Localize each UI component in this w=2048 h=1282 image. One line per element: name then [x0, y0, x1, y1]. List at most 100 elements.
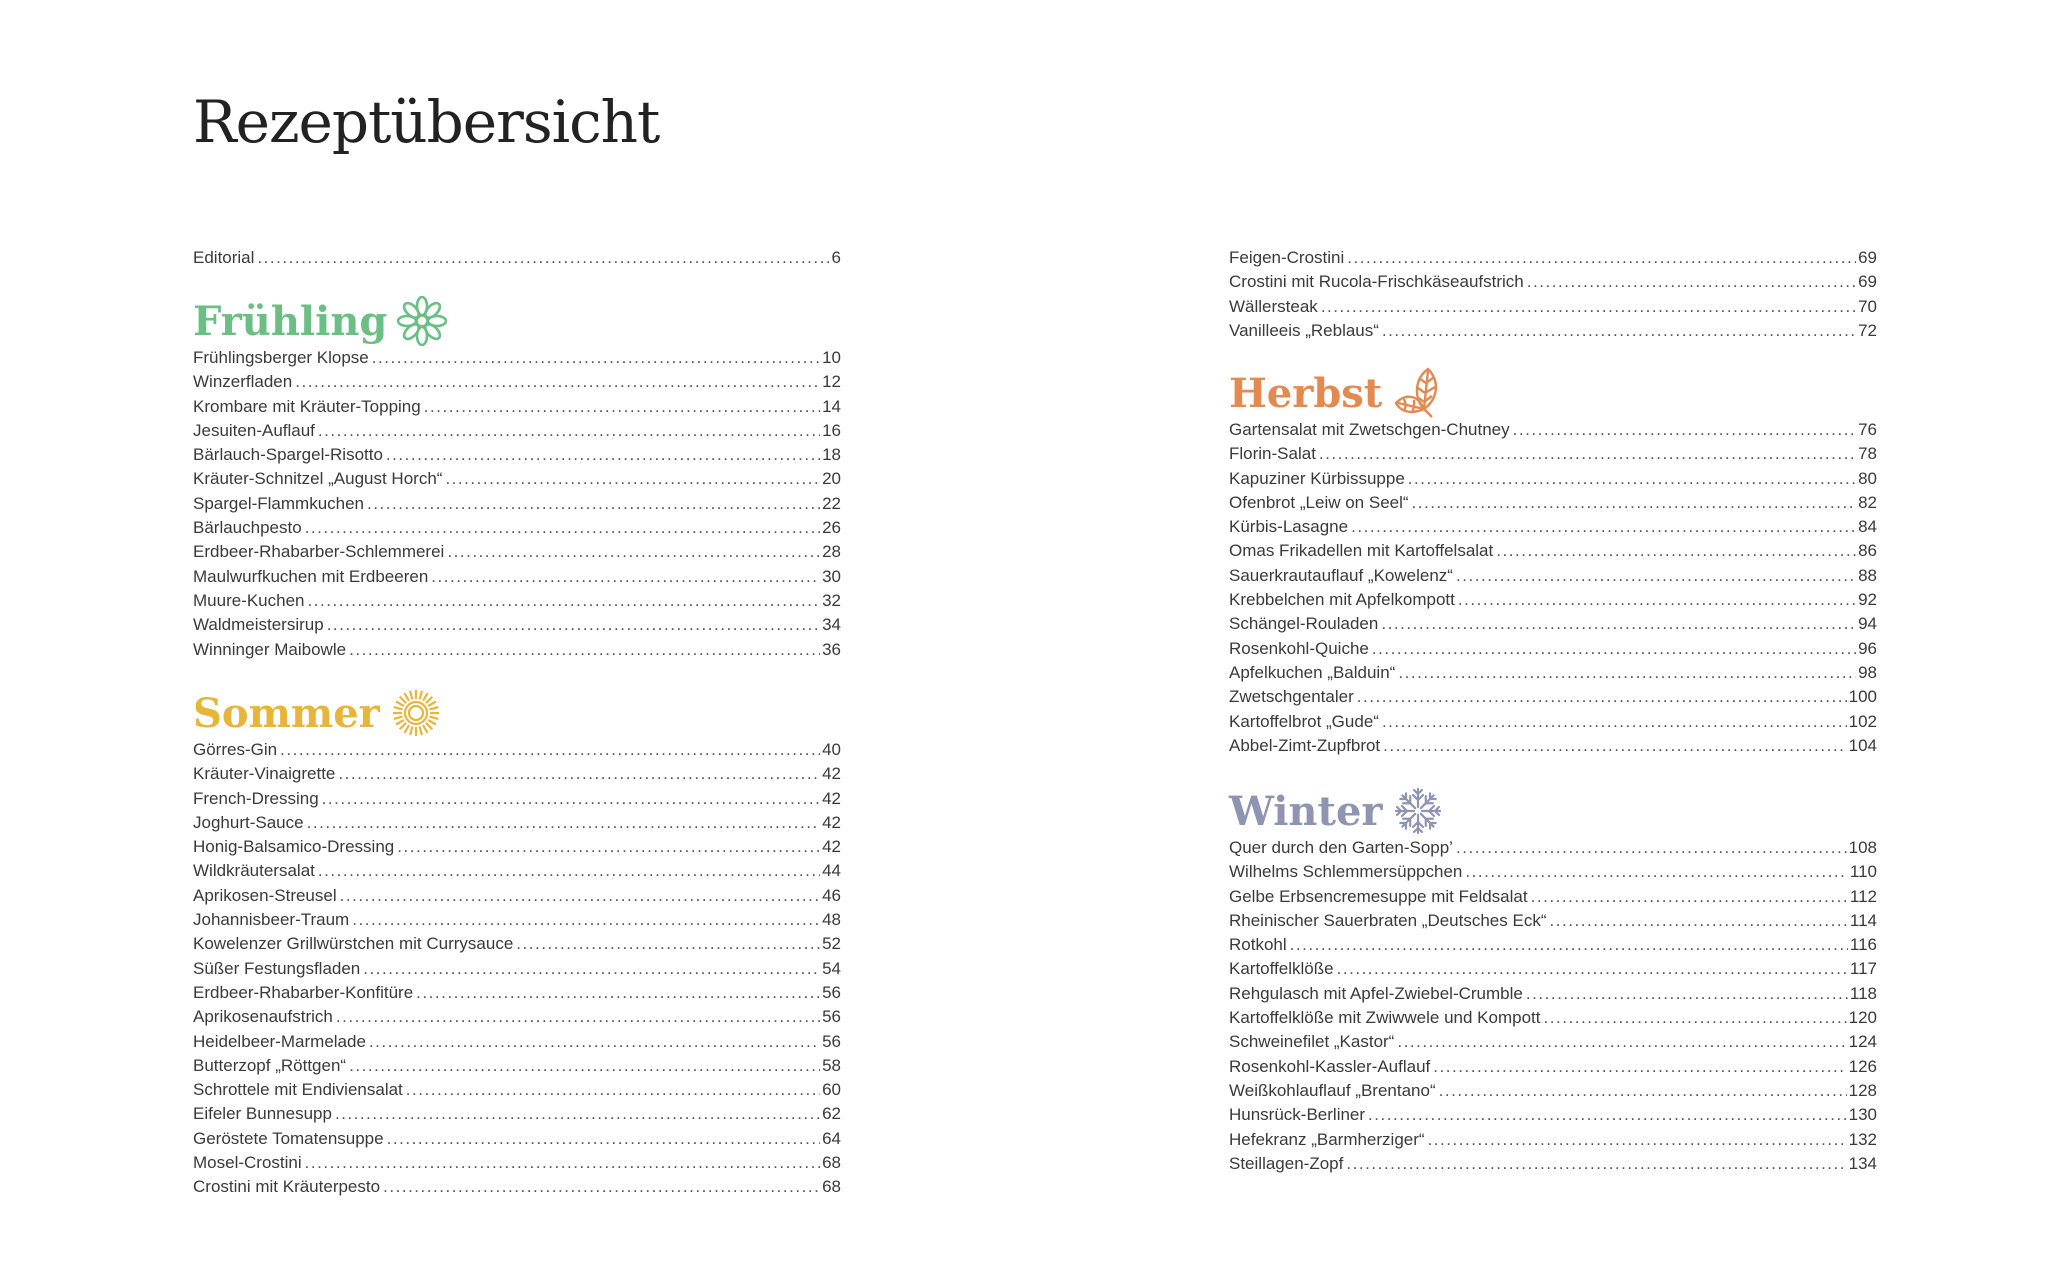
toc-entry[interactable]: Bärlauchpesto 26 [193, 516, 841, 540]
toc-entry[interactable]: Hefekranz „Barmherziger“ 132 [1229, 1128, 1877, 1152]
dot-leader [1351, 515, 1856, 539]
toc-entry[interactable]: Maulwurfkuchen mit Erdbeeren 30 [193, 565, 841, 589]
dot-leader [1456, 564, 1856, 588]
toc-entry[interactable]: Kräuter-Schnitzel „August Horch“ 20 [193, 467, 841, 491]
entry-page: 42 [822, 764, 841, 784]
toc-entry[interactable]: Rosenkohl-Quiche 96 [1229, 637, 1877, 661]
toc-entry-editorial[interactable]: Editorial 6 [193, 246, 841, 270]
dot-leader [1408, 467, 1856, 491]
toc-entry[interactable]: Winninger Maibowle 36 [193, 638, 841, 662]
toc-entry[interactable]: Frühlingsberger Klopse 10 [193, 346, 841, 370]
toc-entry[interactable]: Omas Frikadellen mit Kartoffelsalat 86 [1229, 539, 1877, 563]
toc-entry[interactable]: Kartoffelklöße 117 [1229, 957, 1877, 981]
entry-page: 88 [1858, 565, 1877, 585]
toc-entry[interactable]: Erdbeer-Rhabarber-Konfitüre 56 [193, 981, 841, 1005]
toc-entry[interactable]: Apfelkuchen „Balduin“ 98 [1229, 661, 1877, 685]
toc-entry[interactable]: Weißkohlauflauf „Brentano“ 128 [1229, 1079, 1877, 1103]
toc-entry[interactable]: Ofenbrot „Leiw on Seel“ 82 [1229, 491, 1877, 515]
toc-entry[interactable]: Aprikosen-Streusel 46 [193, 884, 841, 908]
toc-entry[interactable]: Rheinischer Sauerbraten „Deutsches Eck“ 1… [1229, 909, 1877, 933]
toc-entry[interactable]: Gelbe Erbsencremesuppe mit Feldsalat 112 [1229, 885, 1877, 909]
toc-entry[interactable]: Joghurt-Sauce 42 [193, 811, 841, 835]
toc-entry[interactable]: Wildkräutersalat 44 [193, 859, 841, 883]
toc-entry[interactable]: Vanilleeis „Reblaus“ 72 [1229, 319, 1877, 343]
toc-entry[interactable]: Schrottele mit Endiviensalat 60 [193, 1078, 841, 1102]
toc-entry[interactable]: Waldmeistersirup 34 [193, 613, 841, 637]
toc-entry[interactable]: Aprikosenaufstrich 56 [193, 1005, 841, 1029]
dot-leader [416, 981, 820, 1005]
toc-entry[interactable]: Kartoffelbrot „Gude“ 102 [1229, 710, 1877, 734]
toc-entry[interactable]: Muure-Kuchen 32 [193, 589, 841, 613]
dot-leader [1433, 1055, 1846, 1079]
toc-entry[interactable]: Florin-Salat 78 [1229, 442, 1877, 466]
dot-leader [447, 540, 820, 564]
entry-page: 72 [1858, 320, 1877, 340]
entry-page: 64 [822, 1128, 841, 1148]
toc-entry[interactable]: Geröstete Tomatensuppe 64 [193, 1127, 841, 1151]
entry-page: 134 [1848, 1153, 1877, 1173]
dot-leader [1428, 1128, 1847, 1152]
toc-entry[interactable]: Kartoffelklöße mit Zwiwwele und Kompott 1… [1229, 1006, 1877, 1030]
toc-entry[interactable]: Wällersteak 70 [1229, 295, 1877, 319]
toc-entry[interactable]: Spargel-Flammkuchen 22 [193, 492, 841, 516]
toc-entry[interactable]: Süßer Festungsfladen 54 [193, 957, 841, 981]
toc-entry[interactable]: Honig-Balsamico-Dressing 42 [193, 835, 841, 859]
toc-entry[interactable]: Butterzopf „Röttgen“ 58 [193, 1054, 841, 1078]
toc-entry[interactable]: Hunsrück-Berliner 130 [1229, 1103, 1877, 1127]
entry-name: Kartoffelklöße [1229, 959, 1334, 979]
toc-entry[interactable]: Kowelenzer Grillwürstchen mit Currysauce… [193, 932, 841, 956]
toc-entry[interactable]: Rosenkohl-Kassler-Auflauf 126 [1229, 1055, 1877, 1079]
toc-entry[interactable]: Jesuiten-Auflauf 16 [193, 419, 841, 443]
toc-entry[interactable]: Görres-Gin 40 [193, 738, 841, 762]
dot-leader [327, 613, 820, 637]
toc-entry[interactable]: Crostini mit Rucola-Frischkäseaufstrich 6… [1229, 270, 1877, 294]
toc-entry[interactable]: Feigen-Crostini 69 [1229, 246, 1877, 270]
toc-entry[interactable]: Johannisbeer-Traum 48 [193, 908, 841, 932]
entry-page: 42 [822, 788, 841, 808]
toc-entry[interactable]: Quer durch den Garten-Sopp’ 108 [1229, 836, 1877, 860]
toc-entry[interactable]: Rotkohl 116 [1229, 933, 1877, 957]
entry-page: 117 [1849, 959, 1877, 979]
toc-entry[interactable]: Zwetschgentaler 100 [1229, 685, 1877, 709]
entry-page: 54 [822, 958, 841, 978]
dot-leader [1382, 319, 1856, 343]
entry-page: 10 [822, 348, 841, 367]
dot-leader [1372, 637, 1856, 661]
toc-entry[interactable]: Sauerkrautauflauf „Kowelenz“ 88 [1229, 564, 1877, 588]
toc-entry[interactable]: Schängel-Rouladen 94 [1229, 612, 1877, 636]
toc-entry[interactable]: Erdbeer-Rhabarber-Schlemmerei 28 [193, 540, 841, 564]
entry-page: 56 [822, 1031, 841, 1051]
toc-entry[interactable]: Rehgulasch mit Apfel-Zwiebel-Crumble 118 [1229, 982, 1877, 1006]
entry-page: 6 [831, 248, 841, 267]
entry-page: 132 [1848, 1129, 1877, 1149]
toc-entry[interactable]: Wilhelms Schlemmersüppchen 110 [1229, 860, 1877, 884]
toc-entry[interactable]: Schweinefilet „Kastor“ 124 [1229, 1030, 1877, 1054]
toc-entry[interactable]: Crostini mit Kräuterpesto 68 [193, 1175, 841, 1199]
dot-leader [1531, 885, 1848, 909]
entry-page: 48 [822, 910, 841, 930]
dot-leader [1527, 270, 1856, 294]
entry-page: 92 [1858, 590, 1877, 610]
entry-page: 68 [822, 1153, 841, 1173]
toc-entry[interactable]: Heidelbeer-Marmelade 56 [193, 1030, 841, 1054]
entry-name: Johannisbeer-Traum [193, 910, 350, 930]
toc-entry[interactable]: Krombare mit Kräuter-Topping 14 [193, 395, 841, 419]
section-fruehling: Frühling Frühlingsberger Klopse 10 Winzerf… [193, 296, 841, 662]
toc-entry[interactable]: Kürbis-Lasagne 84 [1229, 515, 1877, 539]
toc-entry[interactable]: Eifeler Bunnesupp 62 [193, 1102, 841, 1126]
entry-name: Apfelkuchen „Balduin“ [1229, 662, 1396, 682]
toc-entry[interactable]: Kräuter-Vinaigrette 42 [193, 762, 841, 786]
toc-entry[interactable]: French-Dressing 42 [193, 787, 841, 811]
toc-entry[interactable]: Gartensalat mit Zwetschgen-Chutney 76 [1229, 418, 1877, 442]
toc-entry[interactable]: Bärlauch-Spargel-Risotto 18 [193, 443, 841, 467]
entry-name: Jesuiten-Auflauf [193, 420, 315, 440]
toc-entry[interactable]: Mosel-Crostini 68 [193, 1151, 841, 1175]
entry-name: Rotkohl [1229, 935, 1287, 955]
toc-entry[interactable]: Abbel-Zimt-Zupfbrot 104 [1229, 734, 1877, 758]
dot-leader [340, 884, 820, 908]
toc-entry[interactable]: Steillagen-Zopf 134 [1229, 1152, 1877, 1176]
dot-leader [1458, 588, 1856, 612]
toc-entry[interactable]: Krebbelchen mit Apfelkompott 92 [1229, 588, 1877, 612]
toc-entry[interactable]: Winzerfladen 12 [193, 370, 841, 394]
toc-entry[interactable]: Kapuziner Kürbissuppe 80 [1229, 467, 1877, 491]
